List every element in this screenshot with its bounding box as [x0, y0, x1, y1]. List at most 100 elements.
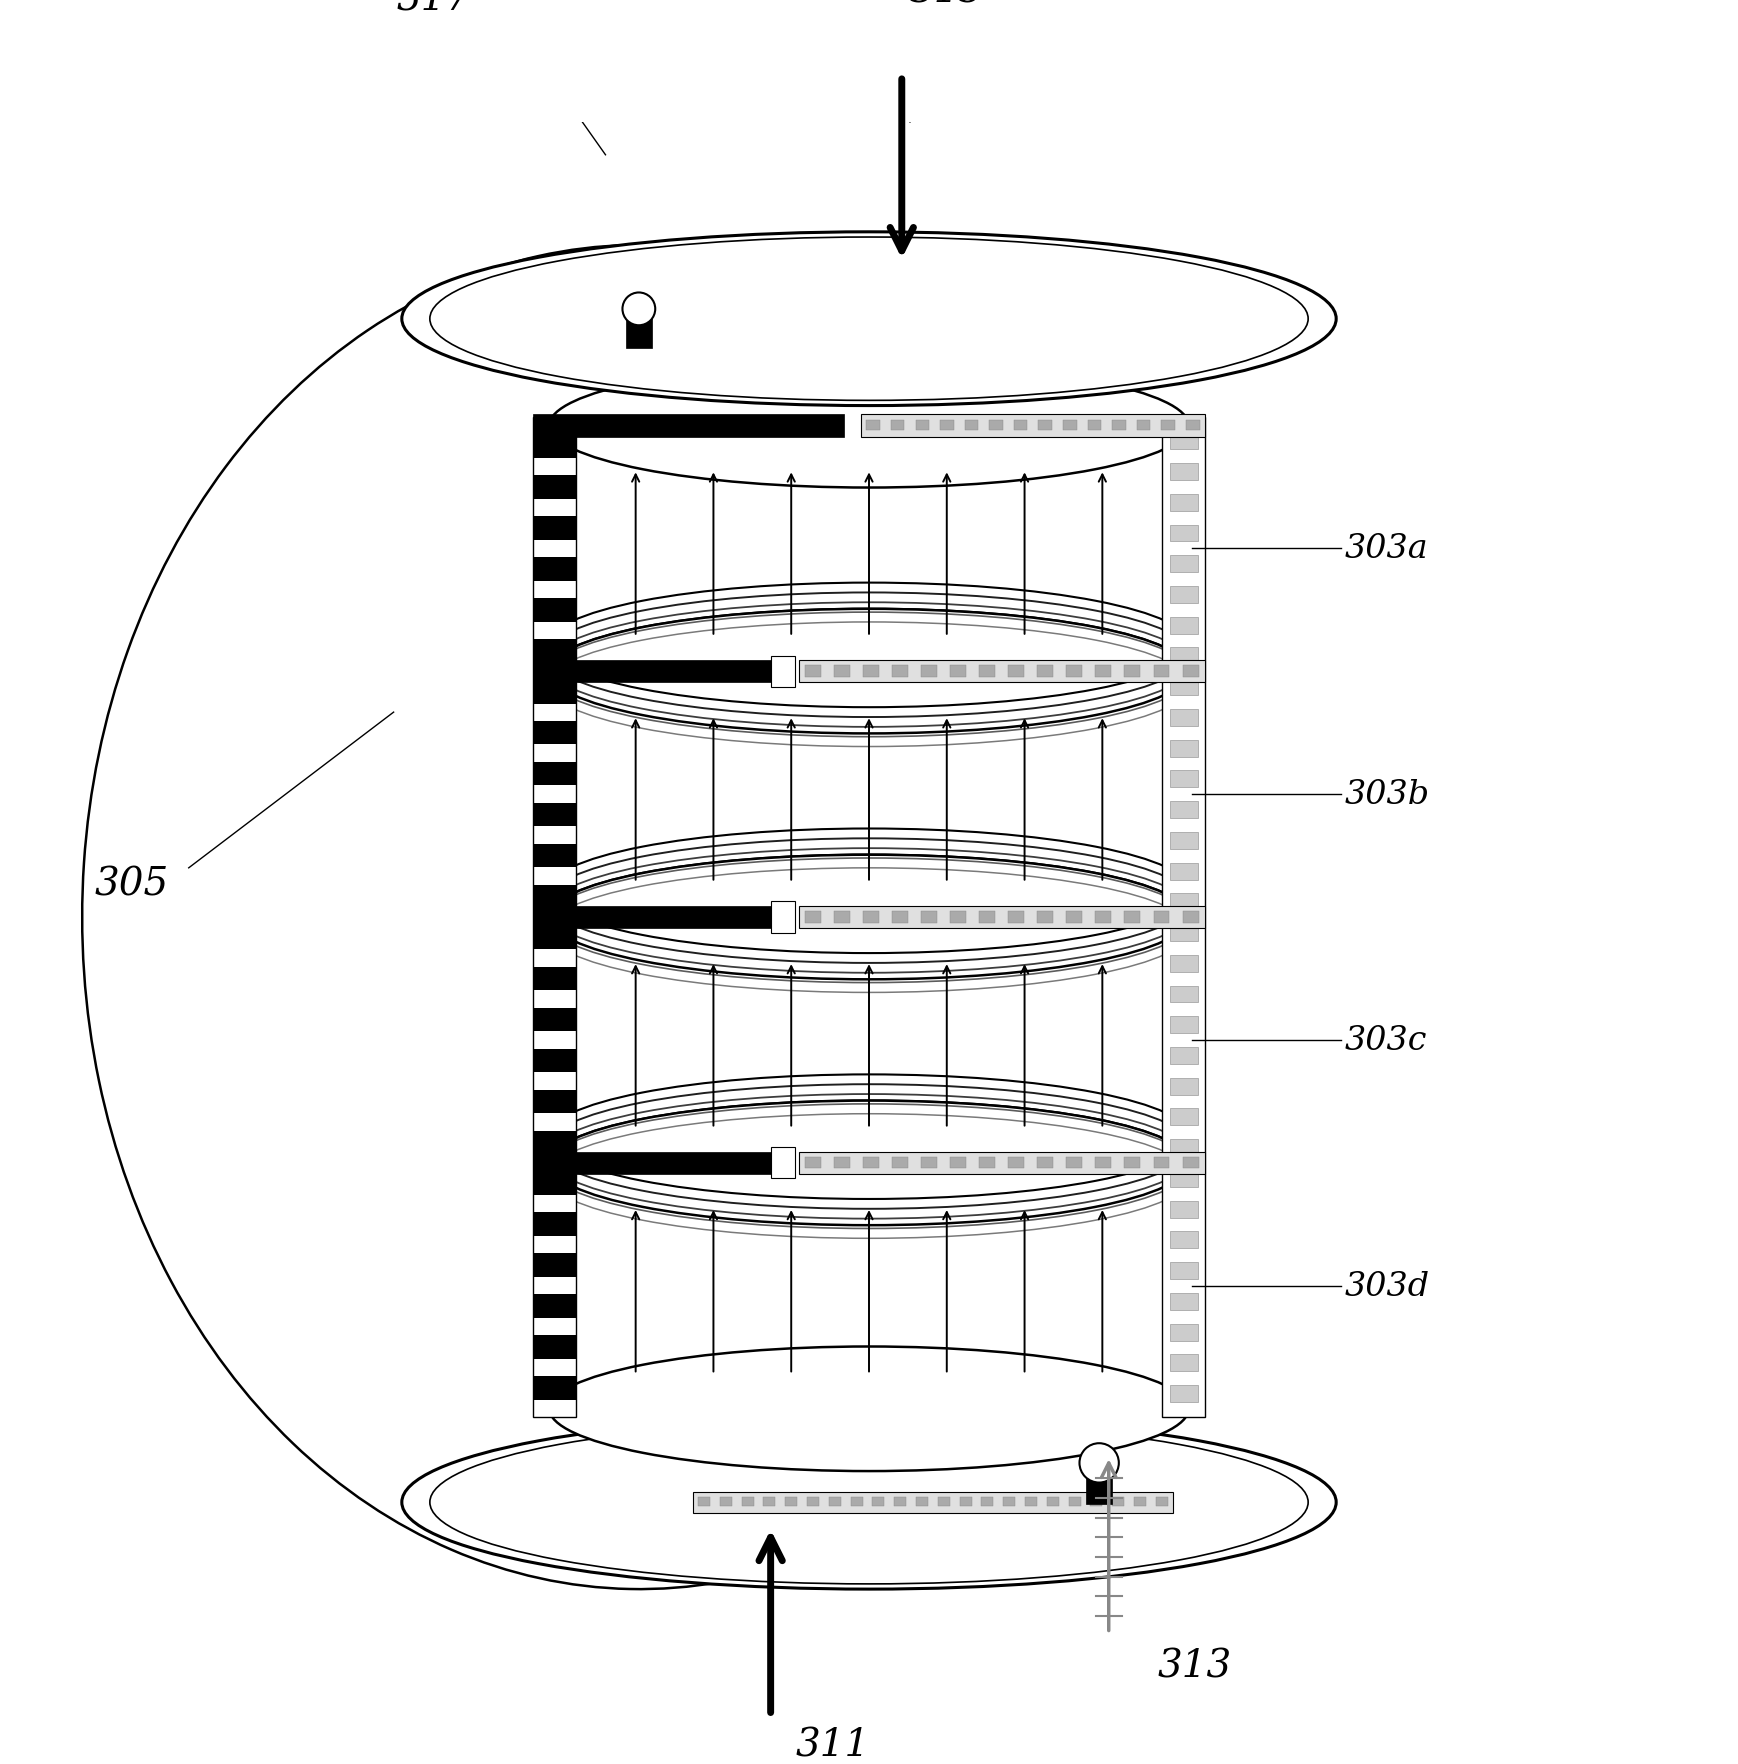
Bar [534, 803, 575, 827]
Ellipse shape [549, 610, 1189, 734]
Bar [1067, 912, 1083, 923]
Bar [850, 1498, 862, 1506]
Bar [534, 1335, 575, 1360]
Bar [892, 912, 909, 923]
Bar [1013, 420, 1027, 430]
Bar [798, 662, 1204, 683]
Bar [1170, 617, 1197, 635]
Circle shape [1079, 1443, 1119, 1484]
Bar [978, 912, 996, 923]
Bar [864, 912, 879, 923]
Bar [1156, 1498, 1168, 1506]
Bar [892, 420, 904, 430]
Bar [892, 665, 909, 677]
Bar [534, 418, 575, 1416]
Bar [1170, 647, 1197, 665]
Bar [805, 665, 820, 677]
Bar [1170, 494, 1197, 512]
Bar [1170, 434, 1197, 450]
Bar [693, 1492, 1173, 1514]
Ellipse shape [549, 856, 1189, 979]
Bar [1170, 1048, 1197, 1064]
Bar [829, 1498, 841, 1506]
Bar [1170, 709, 1197, 727]
Bar [1170, 1078, 1197, 1095]
Text: 303a: 303a [1345, 533, 1429, 564]
Bar [921, 912, 937, 923]
Bar [1154, 665, 1170, 677]
Bar [534, 557, 575, 580]
Bar [1170, 956, 1197, 972]
Bar [916, 420, 930, 430]
Bar [872, 1498, 885, 1506]
Bar [1067, 665, 1083, 677]
Bar [1170, 863, 1197, 880]
Bar [1112, 1498, 1124, 1506]
Bar [1170, 741, 1197, 757]
Bar [1170, 1140, 1197, 1157]
Bar [951, 1157, 966, 1170]
Ellipse shape [549, 856, 1189, 979]
Bar [534, 886, 575, 908]
Bar [534, 1254, 575, 1277]
Bar [1095, 1157, 1111, 1170]
Bar [1170, 1170, 1197, 1187]
Bar [534, 415, 845, 437]
Bar [1003, 1498, 1015, 1506]
Bar [940, 420, 954, 430]
Bar [1086, 1468, 1112, 1505]
Bar [534, 1152, 779, 1173]
Bar [1170, 526, 1197, 542]
Text: 303c: 303c [1345, 1025, 1427, 1057]
Bar [1124, 1157, 1140, 1170]
Bar [534, 1376, 575, 1401]
Bar [916, 1498, 928, 1506]
Bar [834, 665, 850, 677]
Text: 311: 311 [796, 1727, 869, 1764]
Bar [1170, 1293, 1197, 1311]
Bar [770, 1148, 796, 1178]
Bar [1046, 1498, 1058, 1506]
Bar [1182, 665, 1199, 677]
Bar [1182, 912, 1199, 923]
Bar [982, 1498, 994, 1506]
Bar [959, 1498, 972, 1506]
Bar [895, 1498, 905, 1506]
Bar [1170, 1231, 1197, 1249]
Bar [1170, 894, 1197, 910]
Bar [770, 656, 796, 688]
Bar [864, 1157, 879, 1170]
Bar [1154, 912, 1170, 923]
Bar [1170, 587, 1197, 603]
Bar [534, 845, 575, 868]
Bar [1170, 679, 1197, 695]
Bar [1095, 665, 1111, 677]
Bar [1112, 420, 1126, 430]
Bar [534, 1090, 575, 1113]
Bar [534, 639, 575, 663]
Bar [1170, 1201, 1197, 1217]
Text: 303d: 303d [1345, 1270, 1429, 1302]
Bar [534, 1050, 575, 1073]
Bar [534, 476, 575, 499]
Bar [1008, 912, 1024, 923]
Bar [1064, 420, 1076, 430]
Bar [1161, 420, 1175, 430]
Bar [805, 1157, 820, 1170]
Bar [989, 420, 1003, 430]
Bar [1170, 986, 1197, 1004]
Bar [534, 681, 575, 704]
Bar [805, 912, 820, 923]
Bar [798, 1152, 1204, 1173]
Bar [1170, 1263, 1197, 1279]
Bar [549, 672, 1189, 917]
Ellipse shape [549, 1101, 1189, 1226]
Bar [534, 1214, 575, 1237]
Bar [1170, 1355, 1197, 1372]
Text: 305: 305 [94, 866, 169, 903]
Bar [1163, 418, 1204, 1416]
Bar [534, 1295, 575, 1318]
Bar [1170, 1325, 1197, 1341]
Bar [534, 1171, 575, 1196]
Bar [699, 1498, 711, 1506]
